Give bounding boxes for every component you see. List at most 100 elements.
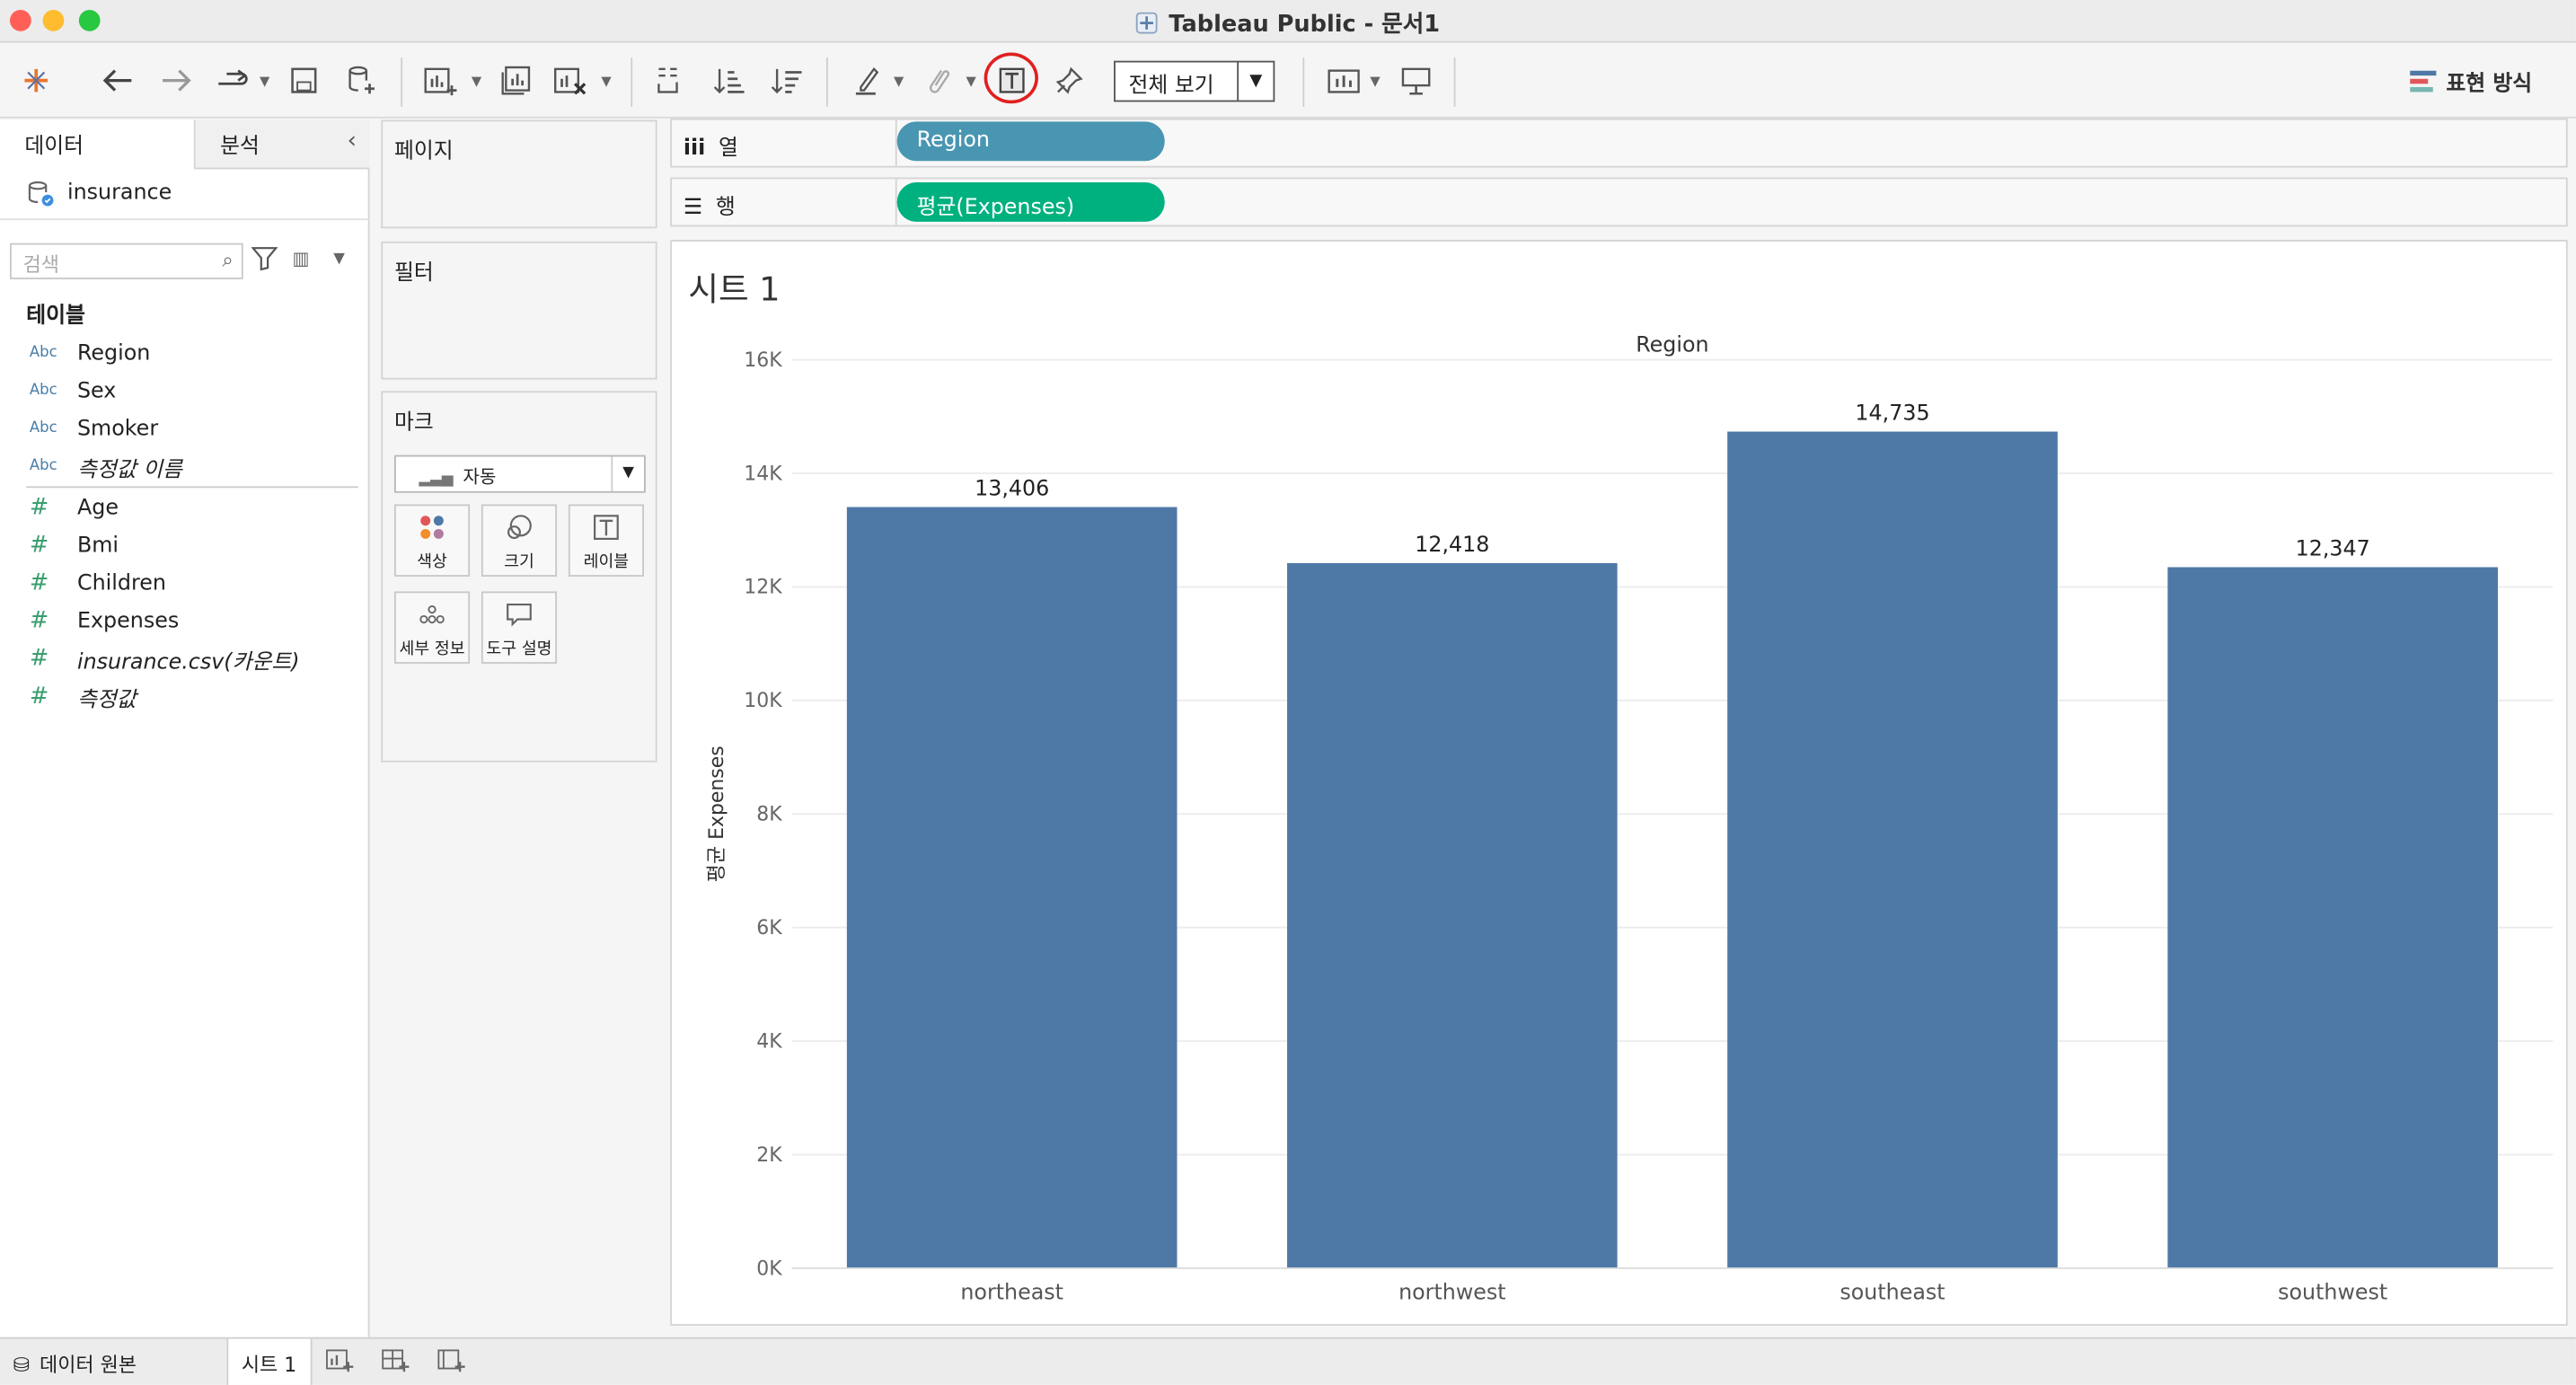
y-tick-label: 12K	[744, 577, 782, 599]
highlight-dropdown-icon[interactable]: ▼	[893, 74, 904, 89]
show-cards-dropdown-icon[interactable]: ▼	[1370, 74, 1381, 89]
chevron-down-icon: ▼	[1237, 62, 1273, 101]
field-smoker[interactable]: Abc Smoker	[30, 412, 158, 445]
tooltip-button-label: 도구 설명	[486, 640, 552, 659]
group-dropdown-icon[interactable]: ▼	[966, 74, 976, 89]
data-pane: 데이터 분석 ‹ insurance 검색 ⌕ ▥ ▼ 테이블 Abc Regio…	[0, 119, 370, 1337]
new-datasource-icon[interactable]	[339, 57, 384, 103]
marks-card-title: 마크	[393, 410, 434, 436]
filter-icon[interactable]	[251, 246, 278, 278]
save-icon[interactable]	[281, 57, 327, 103]
detail-button[interactable]: 세부 정보	[393, 591, 471, 664]
size-button[interactable]: 크기	[481, 504, 558, 577]
show-cards-icon[interactable]	[1321, 57, 1367, 103]
y-tick-label: 6K	[756, 917, 782, 940]
field-bmi[interactable]: # Bmi	[30, 529, 119, 562]
field-sex[interactable]: Abc Sex	[30, 375, 116, 408]
tab-analytics[interactable]: 분석 ‹	[195, 119, 370, 170]
label-icon	[570, 514, 642, 547]
tableau-logo-icon[interactable]	[13, 57, 59, 103]
number-type-icon: #	[29, 645, 49, 673]
sort-descending-icon[interactable]	[763, 57, 809, 103]
swap-icon[interactable]	[648, 57, 693, 103]
sort-ascending-icon[interactable]	[706, 57, 752, 103]
highlight-annotation	[984, 52, 1038, 104]
tab-data[interactable]: 데이터	[0, 119, 196, 170]
rows-shelf-label: ☰ 행	[684, 189, 736, 220]
size-button-label: 크기	[504, 553, 534, 572]
field-measure-names[interactable]: Abc 측정값 이름	[30, 450, 182, 483]
close-window-button[interactable]	[9, 9, 31, 31]
field-children[interactable]: # Children	[30, 567, 166, 600]
datasource-tab[interactable]: ⛁ 데이터 원본	[0, 1339, 226, 1385]
number-type-icon: #	[29, 683, 49, 710]
field-name: Region	[76, 340, 151, 366]
field-region[interactable]: Abc Region	[30, 337, 150, 370]
redo-icon[interactable]	[153, 57, 198, 103]
bar	[846, 507, 1178, 1268]
y-tick-label: 8K	[756, 804, 782, 826]
columns-icon: iii	[683, 136, 706, 162]
clear-sheet-icon[interactable]	[547, 57, 593, 103]
fit-dropdown[interactable]: 전체 보기 ▼	[1114, 60, 1275, 102]
view-dropdown-icon[interactable]: ▼	[333, 251, 345, 269]
new-worksheet-icon[interactable]	[418, 57, 463, 103]
new-worksheet-tab-icon[interactable]	[315, 1347, 365, 1381]
field-search-input[interactable]: 검색 ⌕	[9, 243, 243, 279]
field-record-count[interactable]: # insurance.csv(카운트)	[30, 642, 300, 675]
column-header: Region	[1636, 331, 1708, 357]
toolbar: ▼ ▼ ▼ ▼	[0, 44, 2576, 119]
field-age[interactable]: # Age	[30, 491, 119, 525]
group-icon[interactable]	[915, 57, 961, 103]
datasource-name: insurance	[66, 181, 172, 206]
pages-card-title: 페이지	[393, 139, 454, 164]
sheet-tab[interactable]: 시트 1	[226, 1338, 313, 1385]
fix-axes-icon[interactable]	[1046, 57, 1092, 103]
field-expenses[interactable]: # Expenses	[30, 604, 179, 638]
window-title-text: Tableau Public - 문서1	[1169, 11, 1441, 39]
label-button[interactable]: 레이블	[568, 504, 644, 577]
new-story-tab-icon[interactable]	[428, 1347, 477, 1381]
filters-card[interactable]: 필터	[381, 241, 657, 380]
detail-icon	[396, 601, 468, 634]
undo-icon[interactable]	[95, 57, 141, 103]
show-me-button[interactable]: 표현 방식	[2410, 66, 2532, 97]
field-name: 측정값	[76, 687, 137, 712]
y-axis-label: 평균 Expenses	[706, 745, 728, 882]
new-worksheet-dropdown-icon[interactable]: ▼	[471, 74, 482, 89]
number-type-icon: #	[29, 532, 49, 559]
mark-type-dropdown[interactable]: ▂▃▅ 자동 ▼	[393, 454, 646, 493]
duplicate-icon[interactable]	[493, 57, 539, 103]
zoom-window-button[interactable]	[78, 9, 101, 31]
field-name: Expenses	[76, 608, 180, 634]
pages-card[interactable]: 페이지	[381, 119, 657, 229]
tab-analytics-label: 분석	[220, 134, 260, 160]
datasource-tab-icon: ⛁	[13, 1354, 31, 1377]
title-bar: Tableau Public - 문서1	[0, 0, 2576, 43]
avg-expenses-pill[interactable]: 평균(Expenses)	[896, 182, 1165, 222]
field-measure-values[interactable]: # 측정값	[30, 680, 137, 713]
number-type-icon: #	[29, 607, 49, 634]
bar-value-label: 13,406	[975, 476, 1049, 501]
columns-label-text: 열	[718, 136, 738, 162]
region-pill[interactable]: Region	[896, 121, 1165, 162]
new-dashboard-tab-icon[interactable]	[371, 1347, 420, 1381]
collapse-pane-icon[interactable]: ‹	[347, 128, 357, 154]
string-type-icon: Abc	[29, 420, 57, 437]
string-type-icon: Abc	[29, 458, 57, 475]
toolbar-divider	[1302, 57, 1305, 107]
color-button[interactable]: 색상	[393, 504, 471, 577]
x-tick-label: northeast	[960, 1280, 1063, 1305]
presentation-icon[interactable]	[1393, 57, 1439, 103]
label-button-label: 레이블	[583, 553, 630, 572]
clear-dropdown-icon[interactable]: ▼	[601, 74, 612, 89]
datasource-item[interactable]: insurance	[26, 179, 172, 207]
filters-card-title: 필터	[393, 260, 434, 287]
view-list-icon[interactable]: ▥	[292, 248, 310, 269]
tooltip-button[interactable]: 도구 설명	[481, 591, 558, 664]
replay-dropdown-icon[interactable]: ▼	[259, 74, 270, 89]
minimize-window-button[interactable]	[42, 9, 65, 31]
number-type-icon: #	[29, 569, 49, 596]
replay-icon[interactable]	[208, 57, 254, 103]
highlight-icon[interactable]	[844, 57, 890, 103]
